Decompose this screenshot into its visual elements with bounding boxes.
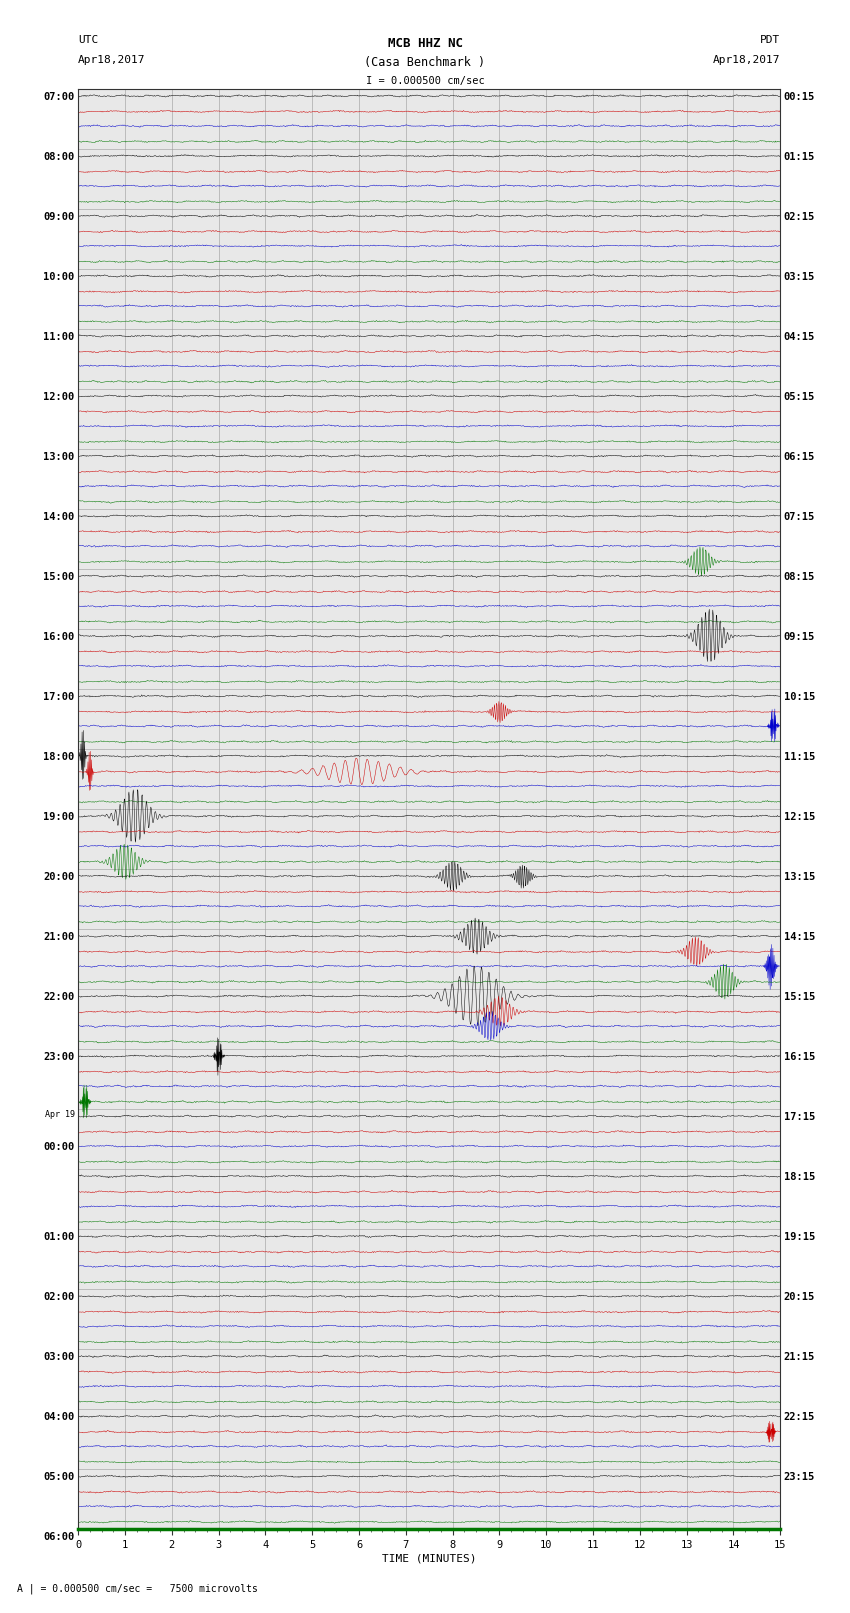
Text: Apr18,2017: Apr18,2017: [78, 55, 145, 65]
Text: MCB HHZ NC: MCB HHZ NC: [388, 37, 462, 50]
Text: 02:15: 02:15: [784, 211, 815, 221]
Text: 11:15: 11:15: [784, 752, 815, 761]
Text: 17:00: 17:00: [43, 692, 75, 702]
Text: 03:15: 03:15: [784, 271, 815, 282]
Text: 09:15: 09:15: [784, 632, 815, 642]
Text: 22:00: 22:00: [43, 992, 75, 1002]
Text: 00:15: 00:15: [784, 92, 815, 102]
Text: 18:15: 18:15: [784, 1173, 815, 1182]
Text: 00:00: 00:00: [43, 1142, 75, 1152]
Text: 10:00: 10:00: [43, 271, 75, 282]
Text: 07:15: 07:15: [784, 511, 815, 523]
Text: 08:00: 08:00: [43, 152, 75, 161]
Text: A | = 0.000500 cm/sec =   7500 microvolts: A | = 0.000500 cm/sec = 7500 microvolts: [17, 1582, 258, 1594]
Text: 12:00: 12:00: [43, 392, 75, 402]
Text: 19:15: 19:15: [784, 1232, 815, 1242]
Text: 13:15: 13:15: [784, 873, 815, 882]
Text: 03:00: 03:00: [43, 1352, 75, 1361]
Text: 05:00: 05:00: [43, 1473, 75, 1482]
Text: 21:15: 21:15: [784, 1352, 815, 1361]
Text: 12:15: 12:15: [784, 811, 815, 823]
Text: 23:15: 23:15: [784, 1473, 815, 1482]
Text: 10:15: 10:15: [784, 692, 815, 702]
Text: 07:00: 07:00: [43, 92, 75, 102]
Text: 01:00: 01:00: [43, 1232, 75, 1242]
Text: I = 0.000500 cm/sec: I = 0.000500 cm/sec: [366, 76, 484, 85]
Text: 20:15: 20:15: [784, 1292, 815, 1302]
Text: 06:15: 06:15: [784, 452, 815, 461]
Text: 20:00: 20:00: [43, 873, 75, 882]
Text: 18:00: 18:00: [43, 752, 75, 761]
Text: 22:15: 22:15: [784, 1411, 815, 1423]
Text: 19:00: 19:00: [43, 811, 75, 823]
Text: UTC: UTC: [78, 35, 99, 45]
Text: 16:15: 16:15: [784, 1052, 815, 1061]
Text: 14:15: 14:15: [784, 932, 815, 942]
Text: 09:00: 09:00: [43, 211, 75, 221]
Text: 02:00: 02:00: [43, 1292, 75, 1302]
Text: (Casa Benchmark ): (Casa Benchmark ): [365, 56, 485, 69]
Text: 15:00: 15:00: [43, 573, 75, 582]
Text: 06:00: 06:00: [43, 1532, 75, 1542]
Text: 11:00: 11:00: [43, 332, 75, 342]
Text: 21:00: 21:00: [43, 932, 75, 942]
Text: Apr 19: Apr 19: [45, 1110, 75, 1119]
Text: Apr18,2017: Apr18,2017: [713, 55, 780, 65]
X-axis label: TIME (MINUTES): TIME (MINUTES): [382, 1553, 477, 1563]
Text: 16:00: 16:00: [43, 632, 75, 642]
Text: 05:15: 05:15: [784, 392, 815, 402]
Text: 04:00: 04:00: [43, 1411, 75, 1423]
Text: 14:00: 14:00: [43, 511, 75, 523]
Text: 01:15: 01:15: [784, 152, 815, 161]
Text: 08:15: 08:15: [784, 573, 815, 582]
Text: 17:15: 17:15: [784, 1111, 815, 1123]
Text: PDT: PDT: [760, 35, 780, 45]
Text: 13:00: 13:00: [43, 452, 75, 461]
Text: 15:15: 15:15: [784, 992, 815, 1002]
Text: 04:15: 04:15: [784, 332, 815, 342]
Text: 23:00: 23:00: [43, 1052, 75, 1061]
